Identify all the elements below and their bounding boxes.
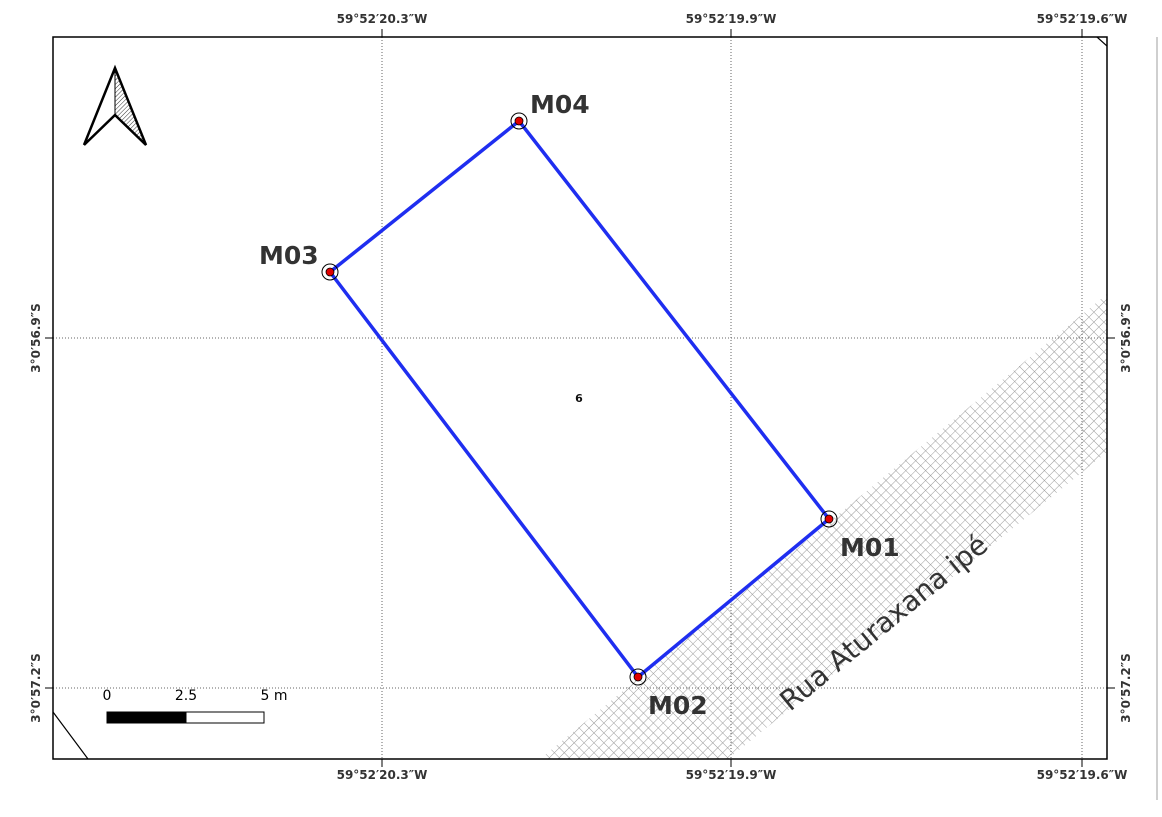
north-arrow-icon xyxy=(82,64,148,146)
coord-bottom-3: 59°52′19.6″W xyxy=(1037,768,1128,782)
graticule xyxy=(53,37,1107,759)
coord-right-2: 3°0′57.2″S xyxy=(1119,653,1133,722)
marker-M04 xyxy=(510,112,528,130)
coord-bottom-1: 59°52′20.3″W xyxy=(337,768,428,782)
scale-label-2-5: 2.5 xyxy=(175,688,197,704)
coord-top-1: 59°52′20.3″W xyxy=(337,12,428,26)
marker-M01 xyxy=(820,510,838,528)
coord-bottom-2: 59°52′19.9″W xyxy=(686,768,777,782)
frame-ticks xyxy=(45,29,1115,767)
marker-label-M04: M04 xyxy=(530,90,590,119)
scale-label-0: 0 xyxy=(103,688,112,704)
corner-line-top xyxy=(1096,37,1107,47)
marker-M02 xyxy=(629,668,647,686)
map-frame xyxy=(52,36,1108,760)
scale-bar xyxy=(106,711,265,724)
parcel-id-label: 6 xyxy=(575,392,583,405)
marker-label-M03: M03 xyxy=(259,241,319,270)
marker-label-M01: M01 xyxy=(840,533,900,562)
corner-line xyxy=(53,711,89,759)
marker-label-M02: M02 xyxy=(648,691,708,720)
marker-M03 xyxy=(321,263,339,281)
scale-label-5m: 5 m xyxy=(261,688,288,704)
coord-top-3: 59°52′19.6″W xyxy=(1037,12,1128,26)
coord-left-1: 3°0′56.9″S xyxy=(29,303,43,372)
coord-left-2: 3°0′57.2″S xyxy=(29,653,43,722)
coord-right-1: 3°0′56.9″S xyxy=(1119,303,1133,372)
coord-top-2: 59°52′19.9″W xyxy=(686,12,777,26)
